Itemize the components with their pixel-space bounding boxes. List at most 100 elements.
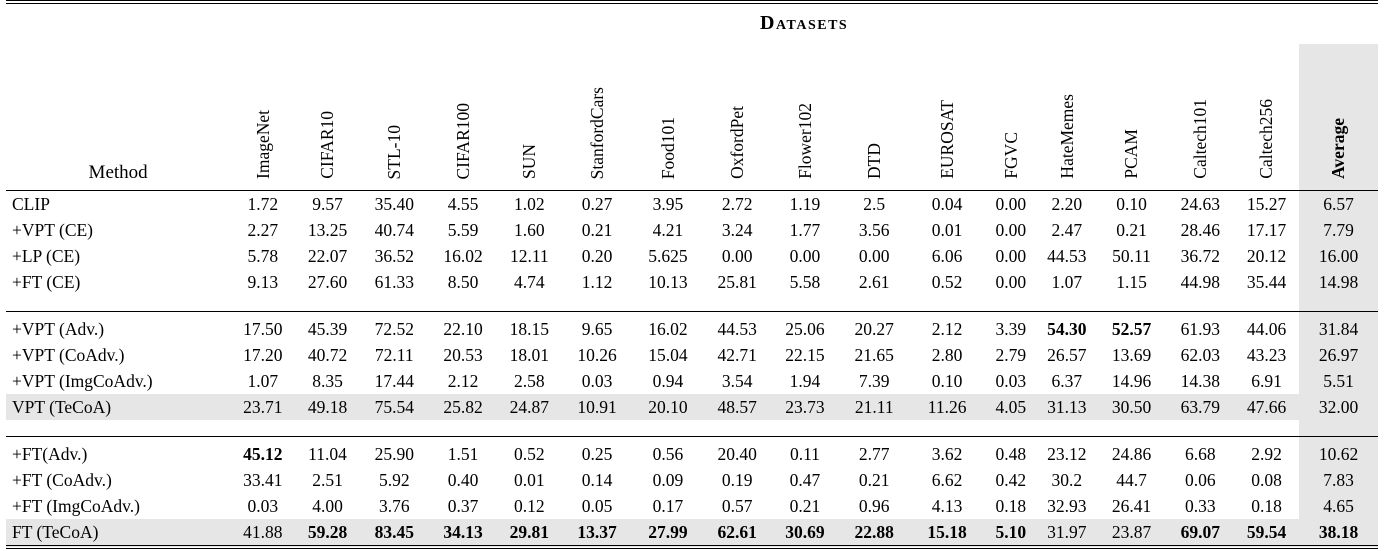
separator-cell: [295, 295, 360, 312]
block-separator-row: [6, 420, 1378, 437]
separator-cell: [1037, 420, 1097, 437]
value-cell: 43.23: [1246, 345, 1287, 365]
value-cell: 20.27: [854, 319, 894, 339]
value-cell: 4.21: [652, 220, 684, 240]
value-cell: 21.65: [854, 345, 894, 365]
value-cell: 20.10: [632, 394, 704, 420]
value-cell: 5.51: [1299, 368, 1378, 394]
table-row-clip: CLIP 1.72 9.57 35.40 4.55 1.02 0.27 3.95 2.72 1.1…: [6, 190, 1378, 217]
value-cell: 23.87: [1096, 519, 1167, 547]
method-header-label: Method: [88, 162, 148, 183]
value-cell: 18.15: [509, 319, 549, 339]
table-row-lp-ce: +LP (CE) 5.78 22.07 36.52 16.02 12.11 0.20 5.62…: [6, 243, 1378, 269]
col-header-label: PCAM: [1121, 129, 1142, 179]
value-cell: 5.92: [378, 470, 410, 490]
value-cell: 20.40: [717, 444, 757, 464]
separator-cell: [1299, 295, 1378, 312]
value-cell: 35.44: [1246, 272, 1287, 292]
value-cell: 1.07: [1051, 272, 1083, 292]
value-cell: 0.03: [995, 371, 1027, 391]
value-cell: 50.11: [1112, 246, 1151, 266]
value-cell: 0.21: [581, 220, 613, 240]
value-cell: 5.10: [984, 519, 1038, 547]
table-row-vpt-ce: +VPT (CE) 2.27 13.25 40.74 5.59 1.60 0.21 4.21 3…: [6, 217, 1378, 243]
value-cell: 0.10: [931, 371, 963, 391]
value-cell: 31.97: [1037, 519, 1097, 547]
value-cell: 0.01: [513, 470, 545, 490]
value-cell: 0.21: [858, 470, 890, 490]
value-cell: 0.52: [931, 272, 963, 292]
separator-cell: [1299, 420, 1378, 437]
separator-cell: [497, 420, 562, 437]
value-cell: 31.84: [1299, 311, 1378, 342]
value-cell: 36.72: [1180, 246, 1221, 266]
value-cell: 22.15: [785, 345, 825, 365]
method-cell: +VPT (CE): [12, 220, 94, 240]
value-cell: 0.00: [789, 246, 821, 266]
value-cell: 48.57: [703, 394, 772, 420]
table-row-vpt-imgcoadv: +VPT (ImgCoAdv.) 1.07 8.35 17.44 2.12 2.58 0.0…: [6, 368, 1378, 394]
value-cell: 4.65: [1299, 493, 1378, 519]
value-cell: 17.17: [1246, 220, 1287, 240]
value-cell: 26.97: [1299, 342, 1378, 368]
value-cell: 16.02: [443, 246, 483, 266]
separator-cell: [771, 420, 839, 437]
value-cell: 21.11: [838, 394, 910, 420]
method-cell: CLIP: [12, 194, 50, 214]
value-cell: 8.50: [447, 272, 479, 292]
value-cell: 4.13: [931, 496, 963, 516]
value-cell: 45.39: [307, 319, 348, 339]
value-cell: 61.33: [374, 272, 414, 292]
method-cell: +VPT (ImgCoAdv.): [12, 371, 153, 391]
value-cell: 24.63: [1180, 194, 1221, 214]
value-cell: 0.37: [447, 496, 479, 516]
value-cell: 9.57: [312, 194, 343, 214]
value-cell: 6.57: [1299, 190, 1378, 217]
col-header-pcam: PCAM: [1096, 44, 1167, 191]
col-header-cifar100: CIFAR100: [428, 44, 498, 191]
value-cell: 0.19: [721, 470, 753, 490]
method-cell: +LP (CE): [12, 246, 81, 266]
value-cell: 0.00: [995, 246, 1027, 266]
value-cell: 10.91: [561, 394, 633, 420]
separator-cell: [703, 420, 772, 437]
value-cell: 29.81: [497, 519, 562, 547]
value-cell: 83.45: [359, 519, 429, 547]
value-cell: 3.95: [652, 194, 684, 214]
value-cell: 25.82: [428, 394, 498, 420]
col-header-stl-10: STL-10: [359, 44, 429, 191]
method-cell: +VPT (CoAdv.): [12, 345, 125, 365]
value-cell: 1.94: [789, 371, 821, 391]
col-header-label: CIFAR100: [452, 102, 473, 180]
value-cell: 12.11: [509, 246, 549, 266]
value-cell: 7.39: [858, 371, 890, 391]
block-separator-row: [6, 295, 1378, 312]
value-cell: 0.21: [789, 496, 821, 516]
value-cell: 72.11: [374, 345, 414, 365]
value-cell: 25.81: [717, 272, 757, 292]
value-cell: 2.51: [312, 470, 343, 490]
col-header-average: Average: [1299, 44, 1378, 191]
separator-cell: [1233, 295, 1300, 312]
value-cell: 44.06: [1246, 319, 1287, 339]
value-cell: 3.76: [378, 496, 410, 516]
value-cell: 26.41: [1111, 496, 1152, 516]
value-cell: 49.18: [295, 394, 360, 420]
value-cell: 0.03: [247, 496, 279, 516]
value-cell: 2.27: [247, 220, 279, 240]
value-cell: 5.59: [447, 220, 479, 240]
separator-cell: [230, 420, 296, 437]
datasets-group-header: Datasets: [230, 2, 1378, 44]
value-cell: 0.25: [581, 444, 613, 464]
value-cell: 11.26: [909, 394, 985, 420]
value-cell: 0.48: [995, 444, 1027, 464]
value-cell: 23.12: [1047, 444, 1087, 464]
separator-cell: [632, 420, 704, 437]
method-cell: +FT (CoAdv.): [12, 470, 112, 490]
col-header-label: Caltech101: [1190, 99, 1211, 179]
value-cell: 52.57: [1111, 319, 1152, 339]
value-cell: 0.11: [789, 444, 820, 464]
value-cell: 20.12: [1246, 246, 1287, 266]
col-header-label: SUN: [519, 143, 540, 179]
value-cell: 15.18: [909, 519, 985, 547]
